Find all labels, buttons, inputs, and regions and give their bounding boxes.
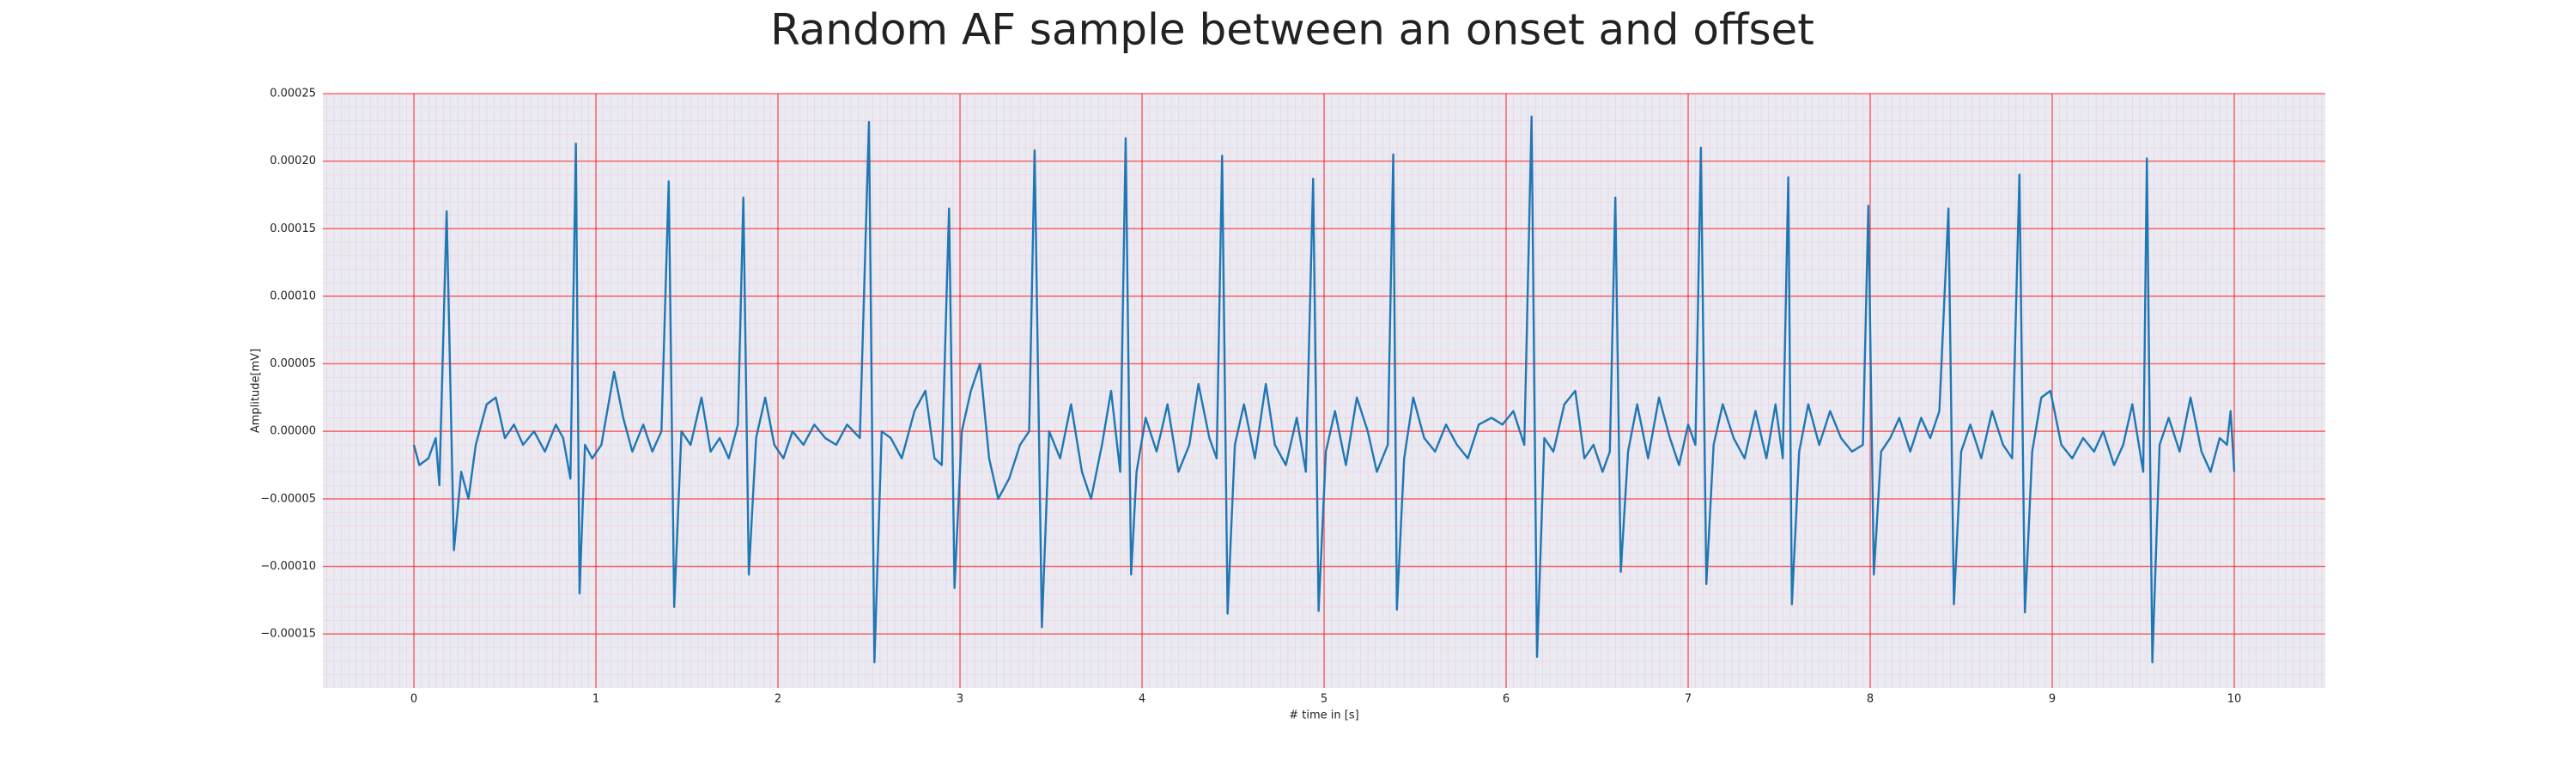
x-tick-label: 2 <box>775 693 781 706</box>
x-tick-label: 4 <box>1139 693 1145 706</box>
y-tick-label: 0.00010 <box>270 289 316 302</box>
y-tick-label: 0.00015 <box>270 222 316 235</box>
y-tick-label: −0.00010 <box>260 560 316 573</box>
y-axis-label: Amplitude[mV] <box>250 349 263 433</box>
x-tick-label: 9 <box>2049 693 2056 706</box>
y-tick-label: 0.00005 <box>270 357 316 370</box>
y-tick-label: −0.00015 <box>260 628 316 641</box>
x-tick-label: 3 <box>957 693 963 706</box>
chart-title: Random AF sample between an onset and of… <box>770 5 1814 55</box>
y-tick-label: 0.00025 <box>270 88 316 100</box>
x-tick-label: 7 <box>1685 693 1692 706</box>
x-tick-label: 1 <box>592 693 599 706</box>
y-tick-label: 0.00020 <box>270 155 316 167</box>
signal-line <box>412 115 2236 664</box>
x-tick-label: 8 <box>1867 693 1874 706</box>
x-tick-label: 0 <box>410 693 417 706</box>
y-tick-label: 0.00000 <box>270 425 316 438</box>
x-tick-label: 5 <box>1321 693 1327 706</box>
x-tick-label: 6 <box>1503 693 1510 706</box>
y-tick-label: −0.00005 <box>260 492 316 505</box>
x-axis-label: # time in [s] <box>1289 709 1358 722</box>
x-tick-label: 10 <box>2227 693 2242 706</box>
